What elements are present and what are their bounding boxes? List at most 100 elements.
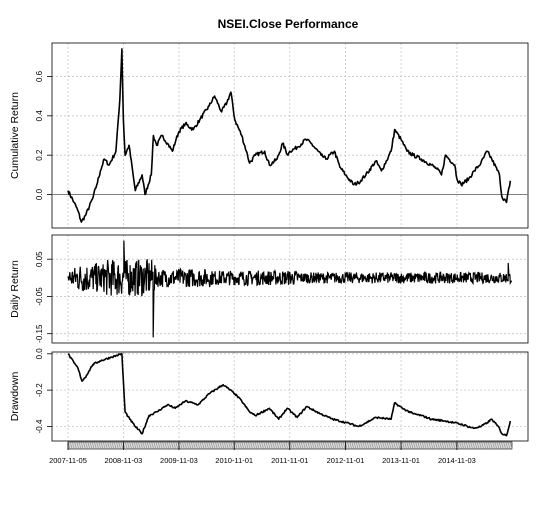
x-axis-hatch bbox=[311, 441, 315, 450]
x-axis-hatch bbox=[124, 441, 128, 450]
x-axis-hatch bbox=[338, 441, 341, 450]
x-axis-hatch bbox=[219, 441, 223, 450]
x-axis-hatch bbox=[135, 441, 139, 450]
chart-panels: 0.0 0.2 0.4 0.6 Cumulative Return -0.15 -0.05 0… bbox=[9, 42, 529, 465]
x-axis-hatch bbox=[175, 441, 179, 450]
x-axis-hatch bbox=[241, 441, 245, 450]
x-axis-hatch bbox=[413, 441, 416, 450]
x-axis-hatch bbox=[105, 441, 108, 450]
x-axis-hatch bbox=[239, 441, 242, 450]
x-axis-hatch bbox=[265, 441, 269, 450]
x-axis-hatch bbox=[83, 441, 86, 450]
x-axis-hatch bbox=[386, 441, 390, 450]
x-axis-hatch bbox=[111, 441, 115, 450]
x-axis-hatch bbox=[197, 441, 201, 450]
x-axis-hatch bbox=[285, 441, 289, 450]
x-axis-hatch bbox=[448, 441, 451, 450]
x-axis-hatch bbox=[360, 441, 363, 450]
x-axis-hatch bbox=[404, 441, 407, 450]
x-axis-hatch bbox=[186, 441, 190, 450]
x-axis-hatch bbox=[78, 441, 82, 450]
x-axis-hatch bbox=[129, 441, 132, 450]
x-axis-hatch bbox=[217, 441, 220, 450]
x-axis-hatch bbox=[446, 441, 449, 450]
x-axis-hatch bbox=[208, 441, 212, 450]
x-axis-hatch bbox=[199, 441, 203, 450]
x-axis-hatch bbox=[127, 441, 130, 450]
x-axis-hatch bbox=[151, 441, 154, 450]
x-axis-hatch bbox=[461, 441, 465, 450]
x-axis-hatch bbox=[501, 441, 504, 450]
x-axis-hatch bbox=[256, 441, 260, 450]
x-axis-hatch bbox=[340, 441, 344, 450]
x-axis-hatch bbox=[142, 441, 146, 450]
x-axis-hatch bbox=[325, 441, 328, 450]
x-axis-hatch bbox=[503, 441, 506, 450]
x-axis-hatch bbox=[509, 441, 513, 450]
x-axis-hatch bbox=[184, 441, 187, 450]
x-axis-hatch bbox=[421, 441, 425, 450]
x-axis-hatch bbox=[353, 441, 357, 450]
x-axis-hatch bbox=[259, 441, 262, 450]
x-axis-hatch bbox=[483, 441, 487, 450]
y-tick-label: 0.6 bbox=[35, 70, 44, 82]
x-axis-hatch bbox=[250, 441, 253, 450]
x-axis-hatch bbox=[333, 441, 337, 450]
x-axis-hatch bbox=[463, 441, 467, 450]
x-axis-hatch bbox=[430, 441, 434, 450]
x-axis-hatch bbox=[395, 441, 399, 450]
y-tick-label: 0.2 bbox=[35, 149, 44, 161]
x-axis-hatch bbox=[144, 441, 148, 450]
x-axis-hatch bbox=[69, 441, 73, 450]
x-tick-label: 2008-11-03 bbox=[104, 456, 142, 465]
x-tick-label: 2010-11-01 bbox=[215, 456, 253, 465]
x-axis-hatch bbox=[457, 441, 460, 450]
x-axis-hatch bbox=[410, 441, 414, 450]
y-tick-label: 0.0 bbox=[35, 188, 44, 200]
x-axis-hatch bbox=[201, 441, 205, 450]
x-axis-hatch bbox=[496, 441, 500, 450]
x-axis-hatch bbox=[173, 441, 176, 450]
x-axis-hatch bbox=[355, 441, 359, 450]
panel-frame bbox=[51, 351, 529, 442]
x-axis-hatch bbox=[432, 441, 436, 450]
x-axis-hatch bbox=[371, 441, 374, 450]
x-axis-hatch bbox=[228, 441, 231, 450]
x-axis-hatch bbox=[179, 441, 183, 450]
x-axis-hatch bbox=[437, 441, 440, 450]
x-axis-hatch bbox=[210, 441, 214, 450]
y-tick-label: 0.05 bbox=[35, 251, 44, 267]
x-axis-hatch bbox=[118, 441, 121, 450]
x-axis-hatch bbox=[487, 441, 491, 450]
x-axis-hatch bbox=[388, 441, 392, 450]
x-axis-hatch bbox=[72, 441, 75, 450]
x-axis-hatch bbox=[329, 441, 333, 450]
x-axis-hatch bbox=[221, 441, 225, 450]
x-axis-hatch bbox=[393, 441, 396, 450]
x-axis-hatch bbox=[443, 441, 447, 450]
x-axis-hatch bbox=[408, 441, 412, 450]
x-axis-hatch bbox=[272, 441, 275, 450]
x-axis-hatch bbox=[193, 441, 196, 450]
x-tick-label: 2012-11-01 bbox=[327, 456, 365, 465]
x-axis-hatch bbox=[492, 441, 495, 450]
x-axis-hatch bbox=[424, 441, 427, 450]
x-axis-hatch bbox=[230, 441, 234, 450]
x-tick-label: 2009-11-03 bbox=[160, 456, 198, 465]
x-axis-hatch bbox=[375, 441, 379, 450]
x-axis-hatch bbox=[160, 441, 163, 450]
series-line bbox=[67, 352, 512, 437]
y-tick-label: -0.15 bbox=[35, 324, 44, 343]
x-axis-hatch bbox=[87, 441, 91, 450]
x-axis-hatch bbox=[140, 441, 143, 450]
x-axis-hatch bbox=[358, 441, 361, 450]
x-axis-hatch bbox=[402, 441, 405, 450]
x-axis-hatch bbox=[305, 441, 308, 450]
x-axis-hatch bbox=[164, 441, 168, 450]
x-axis-hatch bbox=[494, 441, 498, 450]
x-axis-hatch bbox=[206, 441, 209, 450]
x-axis-hatch bbox=[245, 441, 249, 450]
x-axis-hatch bbox=[131, 441, 135, 450]
x-axis-hatch bbox=[369, 441, 372, 450]
x-axis-hatch bbox=[274, 441, 278, 450]
